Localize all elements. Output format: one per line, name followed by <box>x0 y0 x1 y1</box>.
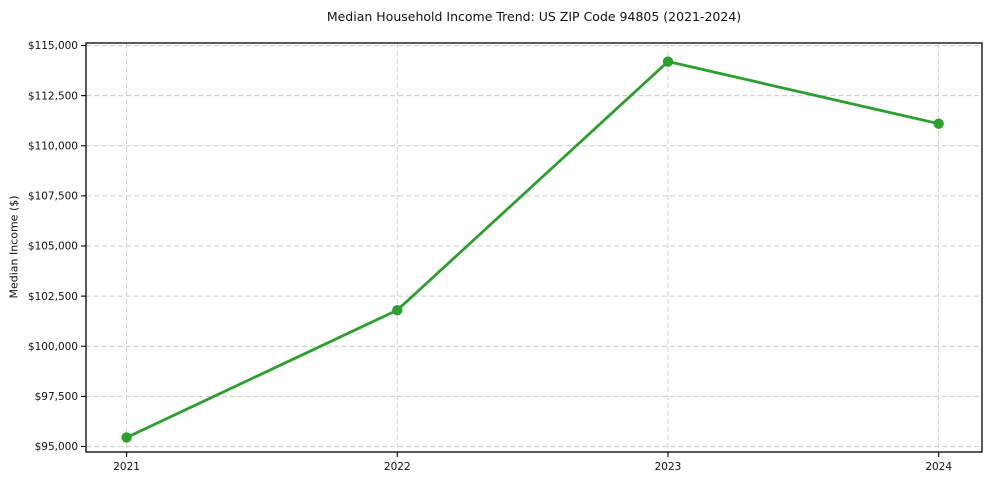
y-tick-label: $115,000 <box>28 40 78 52</box>
data-point-2023 <box>662 56 674 67</box>
x-tick-label: 2024 <box>925 461 952 473</box>
y-tick-label: $112,500 <box>28 90 78 102</box>
data-point-2021 <box>121 432 132 443</box>
y-tick-label: $97,500 <box>35 391 78 403</box>
trend-line <box>125 60 941 439</box>
y-tick-label: $100,000 <box>28 341 78 353</box>
x-tick-label: 2021 <box>113 461 140 473</box>
y-tick-label: $107,500 <box>28 191 78 203</box>
y-tick-label: $105,000 <box>28 241 78 253</box>
data-point-2024 <box>933 118 944 129</box>
x-tick-label: 2022 <box>384 461 411 473</box>
chart-title: Median Household Income Trend: US ZIP Co… <box>326 9 742 24</box>
y-tick-label: $95,000 <box>35 441 78 453</box>
x-tick-label: 2023 <box>655 461 682 473</box>
y-tick-label: $102,500 <box>28 291 78 303</box>
data-point-2022 <box>392 304 403 316</box>
plot-border <box>85 42 983 453</box>
y-tick-label: $110,000 <box>28 140 78 152</box>
